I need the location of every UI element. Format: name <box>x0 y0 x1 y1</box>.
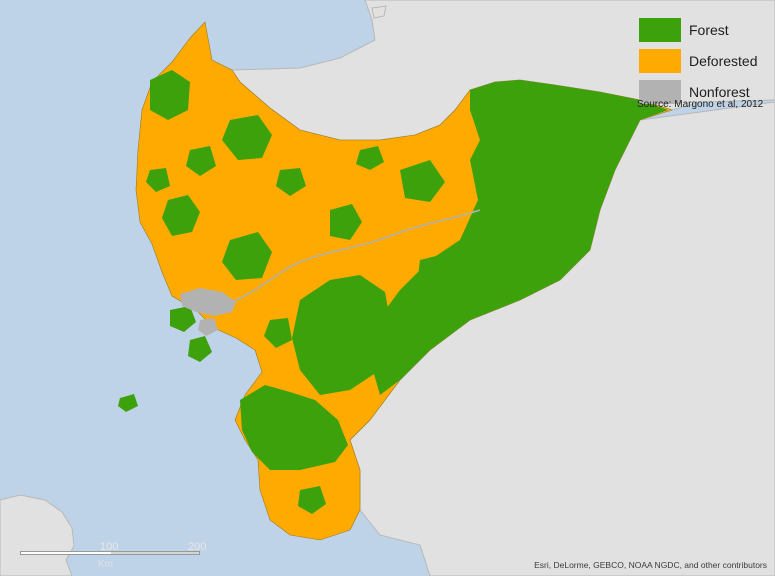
forest-patch-4 <box>186 146 216 176</box>
forest-layer <box>118 70 668 514</box>
legend-swatch-deforested <box>639 48 681 73</box>
estuary <box>180 288 236 316</box>
forest-patch-3 <box>276 168 306 196</box>
forest-northeast <box>370 80 668 395</box>
forest-island-3 <box>118 394 138 412</box>
scale-unit: Km <box>98 559 113 570</box>
forest-patch-2 <box>400 160 445 202</box>
forest-patch-6 <box>264 318 292 348</box>
legend-label-deforested: Deforested <box>689 52 758 69</box>
scale-tick-200: 200 <box>188 541 207 553</box>
scale-bar: 100 200 Km <box>20 541 206 572</box>
legend-label-forest: Forest <box>689 21 729 38</box>
north-islet <box>371 5 387 19</box>
source-credit: Source: Margono et al, 2012 <box>637 99 764 110</box>
legend-swatch-nonforest <box>639 79 681 104</box>
forest-patch-8 <box>356 146 384 170</box>
forest-west-2 <box>222 232 272 280</box>
forest-patch-9 <box>298 486 326 514</box>
southwest-land <box>0 494 75 576</box>
scale-bar-line <box>20 551 200 555</box>
forest-northwest <box>150 70 190 120</box>
estuary-branch <box>198 318 218 336</box>
scale-tick-100: 100 <box>100 541 119 553</box>
forest-north-central <box>222 115 272 160</box>
legend: Forest Deforested Nonforest <box>639 14 773 107</box>
forest-west-1 <box>162 195 200 236</box>
legend-item-deforested: Deforested <box>639 45 773 76</box>
river <box>231 209 481 303</box>
forest-patch-1 <box>330 204 362 240</box>
scale-bar-segment <box>21 552 111 554</box>
nonforest-layer <box>180 288 236 336</box>
legend-item-nonforest: Nonforest <box>639 76 773 107</box>
forest-island-1 <box>170 306 196 332</box>
map-attribution: Esri, DeLorme, GEBCO, NOAA NGDC, and oth… <box>534 560 767 570</box>
forest-patch-5 <box>418 255 448 284</box>
legend-swatch-forest <box>639 17 681 42</box>
forest-south <box>240 385 348 470</box>
forest-central <box>292 275 392 395</box>
forest-island-2 <box>188 336 212 362</box>
forest-patch-7 <box>146 168 170 192</box>
legend-label-nonforest: Nonforest <box>689 83 750 100</box>
legend-item-forest: Forest <box>639 14 773 45</box>
